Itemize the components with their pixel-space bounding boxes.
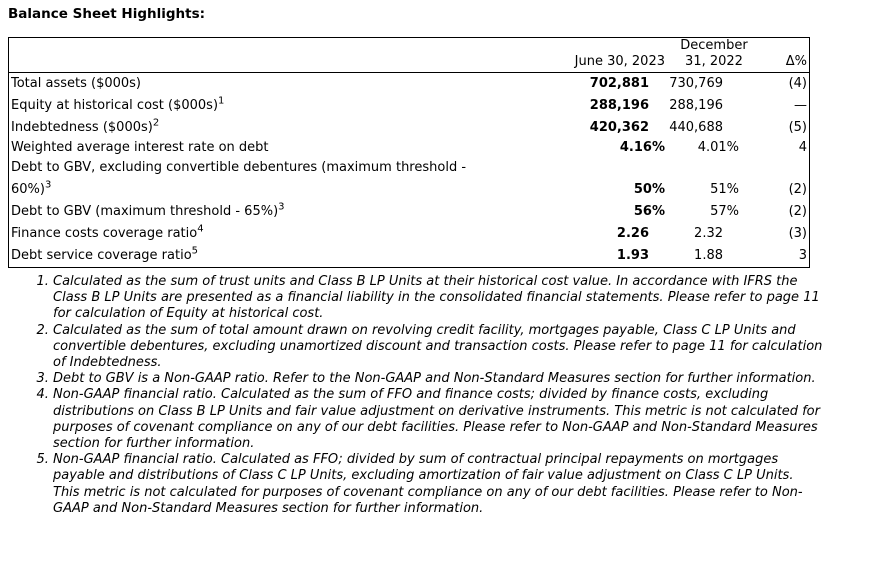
value-2022: 4.01% — [697, 140, 739, 155]
table-row: 60%)3 50% 51% (2) — [9, 179, 810, 201]
footnote: Non-GAAP financial ratio. Calculated as … — [53, 452, 823, 517]
row-label-text: Weighted average interest rate on debt — [11, 140, 269, 155]
row-label-text: Debt to GBV (maximum threshold - 65%) — [11, 204, 279, 219]
table-row: Debt service coverage ratio5 1.93 1.88 3 — [9, 245, 810, 268]
row-label-text: Indebtedness ($000s) — [11, 120, 153, 135]
row-label-text: Debt service coverage ratio — [11, 248, 192, 263]
value-2022: 51% — [710, 182, 739, 197]
value-2022: 440,688 — [669, 120, 723, 135]
row-label: Finance costs coverage ratio4 — [9, 223, 554, 245]
row-label-cont: 60%)3 — [9, 179, 554, 201]
value-2022: 1.88 — [694, 248, 723, 263]
row-label: Weighted average interest rate on debt — [9, 139, 554, 157]
value-2023: 4.16% — [619, 140, 665, 155]
footnote-ref: 5 — [191, 245, 199, 257]
row-label-text: 60%) — [11, 182, 45, 197]
footnote: Non-GAAP financial ratio. Calculated as … — [53, 387, 823, 452]
delta: (5) — [788, 120, 807, 135]
footnote: Calculated as the sum of trust units and… — [53, 274, 823, 323]
row-label-text: Finance costs coverage ratio — [11, 226, 198, 241]
value-2023: 1.93 — [616, 248, 649, 263]
value-2023: 2.26 — [616, 226, 649, 241]
table-row: Total assets ($000s) 702,881 730,769 (4) — [9, 73, 810, 96]
value-2023: 288,196 — [589, 98, 649, 113]
footnote-ref: 3 — [44, 179, 52, 191]
delta: 4 — [798, 140, 807, 155]
header-dec-line2: 31, 2022 — [685, 54, 743, 69]
table-row: Finance costs coverage ratio4 2.26 2.32 … — [9, 223, 810, 245]
header-delta: Δ% — [785, 54, 807, 69]
footnotes-list: Calculated as the sum of trust units and… — [13, 274, 823, 517]
delta: (4) — [788, 76, 807, 91]
footnote: Calculated as the sum of total amount dr… — [53, 323, 823, 372]
value-2022: 288,196 — [669, 98, 723, 113]
footnote-ref: 4 — [197, 223, 204, 235]
row-label: Debt to GBV (maximum threshold - 65%)3 — [9, 201, 554, 223]
header-dec-line1: December — [680, 38, 748, 53]
footnote: Debt to GBV is a Non-GAAP ratio. Refer t… — [53, 371, 823, 387]
balance-sheet-table: June 30, 2023 December 31, 2022 Δ% Total … — [8, 37, 810, 268]
delta: (3) — [788, 226, 807, 241]
row-label-text: Equity at historical cost ($000s) — [11, 98, 219, 113]
table-header-row: June 30, 2023 December 31, 2022 Δ% — [8, 38, 810, 73]
table-row: Weighted average interest rate on debt 4… — [9, 139, 810, 157]
value-2023: 702,881 — [589, 76, 649, 91]
header-june-2023: June 30, 2023 — [574, 54, 665, 69]
row-label: Equity at historical cost ($000s)1 — [9, 95, 554, 117]
footnote-ref: 1 — [218, 95, 225, 107]
section-title: Balance Sheet Highlights: — [8, 6, 206, 22]
table-row: Debt to GBV (maximum threshold - 65%)3 5… — [9, 201, 810, 223]
footnote-ref: 3 — [278, 201, 285, 213]
value-2022: 2.32 — [694, 226, 723, 241]
value-2022: 57% — [710, 204, 739, 219]
table-row: Debt to GBV, excluding convertible deben… — [9, 157, 810, 179]
row-label: Debt service coverage ratio5 — [9, 245, 554, 268]
table-row: Equity at historical cost ($000s)1 288,1… — [9, 95, 810, 117]
row-label: Debt to GBV, excluding convertible deben… — [11, 160, 467, 175]
value-2023: 420,362 — [589, 120, 649, 135]
footnote-ref: 2 — [152, 117, 160, 129]
delta: — — [794, 98, 807, 113]
delta: (2) — [788, 182, 807, 197]
row-label: Total assets ($000s) — [9, 73, 554, 96]
delta: (2) — [788, 204, 807, 219]
value-2022: 730,769 — [669, 76, 723, 91]
table-row: Indebtedness ($000s)2 420,362 440,688 (5… — [9, 117, 810, 139]
row-label-text: Total assets ($000s) — [11, 76, 142, 91]
delta: 3 — [798, 248, 807, 263]
value-2023: 56% — [633, 204, 665, 219]
row-label: Indebtedness ($000s)2 — [9, 117, 554, 139]
header-dec-2022: December 31, 2022 — [667, 38, 761, 73]
value-2023: 50% — [633, 182, 665, 197]
